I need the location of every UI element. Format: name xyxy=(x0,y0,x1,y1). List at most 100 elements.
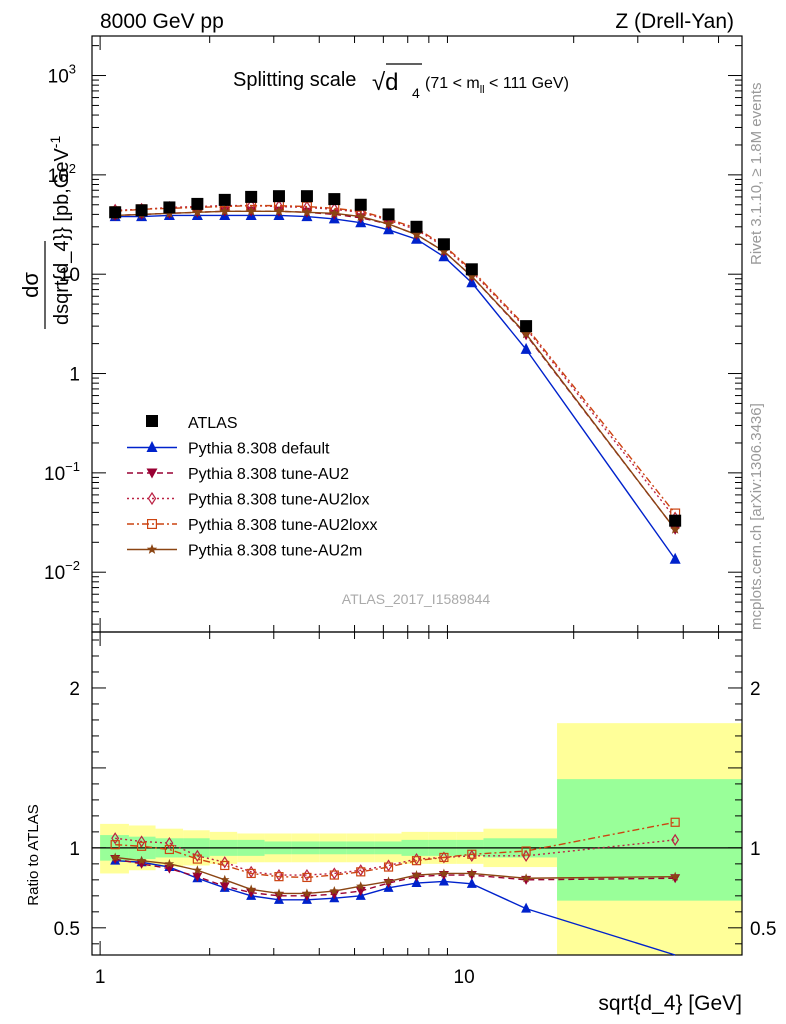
series-line-au2m xyxy=(115,210,676,530)
ratio-point-au2m xyxy=(383,876,394,886)
ratio-y-tick-label-right: 2 xyxy=(750,679,761,700)
y-tick-label: 1 xyxy=(69,365,80,386)
y-tick-label: 10−1 xyxy=(44,459,80,485)
ratio-point-au2loxx xyxy=(110,840,120,850)
legend: ATLAS Pythia 8.308 default Pythia 8.308 tu… xyxy=(127,415,377,560)
point-atlas xyxy=(191,197,204,210)
ratio-point-au2loxx xyxy=(411,856,422,866)
ratio-line-au2loxx xyxy=(115,821,676,879)
point-atlas xyxy=(300,190,313,203)
legend-label-au2: Pythia 8.308 tune-AU2 xyxy=(188,466,349,483)
main-ylabel-numerator: dσ xyxy=(18,272,43,298)
ratio-point-au2m xyxy=(136,855,147,865)
ratio-point-au2loxx xyxy=(467,849,477,859)
ratio-point-au2m xyxy=(521,873,531,883)
ratio-point-au2loxx xyxy=(136,841,147,851)
y-tick-label: 103 xyxy=(48,62,76,88)
point-atlas xyxy=(354,198,367,211)
legend-marker-atlas xyxy=(146,415,158,427)
point-au2m xyxy=(669,523,681,534)
ratio-line-au2 xyxy=(115,858,676,897)
ratio-y-tick-label: 1 xyxy=(69,839,80,860)
point-au2m xyxy=(355,211,366,222)
ratio-point-au2m xyxy=(302,888,312,898)
ratio-point-au2loxx xyxy=(220,860,230,871)
chart-title: Splitting scale xyxy=(233,69,356,91)
legend-label-au2loxx: Pythia 8.308 tune-AU2loxx xyxy=(188,517,377,534)
ratio-point-default xyxy=(438,875,449,886)
ratio-point-default xyxy=(466,877,477,888)
main-ylabel: dσ dsqrt{d_4}} [pb,GeV-1 xyxy=(18,136,73,329)
point-au2m xyxy=(411,229,422,240)
chart-title-range-sub: ll xyxy=(480,84,485,96)
y-tick-label: 10 xyxy=(59,265,80,286)
ratio-point-au2loxx xyxy=(164,844,174,855)
point-au2m xyxy=(219,205,230,216)
legend-label-atlas: ATLAS xyxy=(188,415,238,432)
point-atlas xyxy=(465,263,478,276)
y-tick-label: 10−2 xyxy=(44,558,80,584)
ratio-point-au2lox xyxy=(522,849,531,862)
ratio-point-au2loxx xyxy=(192,854,202,864)
point-atlas xyxy=(437,238,450,251)
point-au2m xyxy=(438,245,450,256)
series-line-default xyxy=(115,214,676,560)
ratio-point-au2lox xyxy=(220,856,229,869)
ratio-point-au2m xyxy=(246,884,256,894)
point-atlas xyxy=(520,320,533,333)
ratio-ylabel: Ratio to ATLAS xyxy=(25,804,42,905)
ratio-point-au2m xyxy=(356,881,366,891)
ratio-point-au2loxx xyxy=(521,846,531,856)
ratio-line-default xyxy=(115,859,676,956)
ratio-point-au2lox xyxy=(165,836,174,850)
ratio-point-au2m xyxy=(220,874,230,884)
ratio-point-au2 xyxy=(246,888,257,898)
legend-marker-au2loxx xyxy=(147,518,158,529)
legend-label-au2lox: Pythia 8.308 tune-AU2lox xyxy=(188,492,369,509)
point-atlas xyxy=(382,208,395,221)
point-atlas xyxy=(109,206,122,219)
series-line-au2loxx xyxy=(115,204,676,514)
ratio-point-au2loxx xyxy=(383,862,394,872)
point-atlas xyxy=(135,204,148,217)
ratio-point-au2lox xyxy=(193,849,202,862)
point-au2m xyxy=(301,206,313,217)
ratio-point-au2loxx xyxy=(439,852,449,863)
point-au2m xyxy=(383,218,394,229)
chart-title-range: (71 < mll < 111 GeV) xyxy=(425,75,569,96)
chart-title-sub: 4 xyxy=(412,85,420,101)
point-au2m xyxy=(245,205,257,216)
ratio-point-au2m xyxy=(411,870,422,880)
ratio-line-au2lox xyxy=(115,837,676,876)
legend-label-default: Pythia 8.308 default xyxy=(188,441,330,458)
ratio-point-au2 xyxy=(136,859,147,869)
ratio-point-au2m xyxy=(329,886,340,896)
ratio-y-tick-label-right: 0.5 xyxy=(750,919,776,940)
ratio-point-au2loxx xyxy=(670,817,680,827)
point-atlas xyxy=(218,193,231,206)
point-au2m xyxy=(273,205,285,216)
ratio-point-au2m xyxy=(467,868,477,878)
ratio-point-au2m xyxy=(274,888,284,898)
legend-marker-default xyxy=(146,441,158,452)
header-right: Z (Drell-Yan) xyxy=(615,10,734,33)
ratio-point-au2loxx xyxy=(274,872,284,882)
legend-marker-au2m xyxy=(146,544,158,554)
legend-marker-au2lox xyxy=(147,491,157,506)
point-atlas xyxy=(328,193,341,206)
header-left: 8000 GeV pp xyxy=(100,10,224,33)
ratio-y-tick-label-right: 1 xyxy=(750,839,761,860)
legend-marker-au2 xyxy=(146,468,158,479)
ratio-point-au2m xyxy=(192,865,203,875)
ratio-band-inner xyxy=(557,779,742,901)
point-atlas xyxy=(669,514,682,527)
chart-title-text: Splitting scale xyxy=(233,69,356,91)
ratio-point-au2 xyxy=(219,882,230,892)
ratio-point-au2m xyxy=(164,858,175,868)
series-line-au2lox xyxy=(115,204,676,519)
ratio-point-au2lox xyxy=(330,867,339,880)
ratio-point-au2loxx xyxy=(302,872,312,883)
ratio-y-tick-label: 2 xyxy=(69,679,80,700)
